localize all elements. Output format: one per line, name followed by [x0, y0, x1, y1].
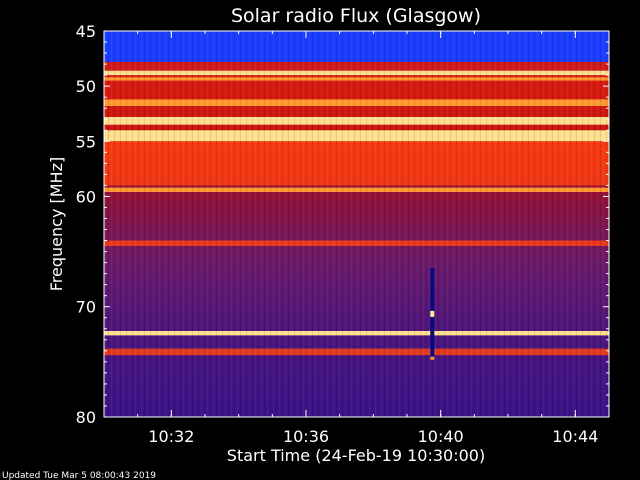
spectrogram-texture [104, 31, 609, 417]
x-tick-label: 10:32 [148, 427, 194, 446]
burst-peak [430, 310, 435, 317]
x-axis: 10:32 10:36 10:40 10:44 [103, 31, 610, 446]
y-tick-label: 50 [76, 77, 96, 96]
y-tick-label: 70 [76, 298, 96, 317]
x-tick-label: 10:36 [283, 427, 329, 446]
y-axis-label: Frequency [MHz] [47, 157, 66, 291]
y-tick-label: 60 [76, 187, 96, 206]
updated-timestamp: Updated Tue Mar 5 08:00:43 2019 [2, 471, 156, 480]
plot-frame [103, 30, 610, 418]
plot-area [104, 31, 609, 417]
chart-title: Solar radio Flux (Glasgow) [231, 5, 481, 27]
y-tick-label: 80 [76, 408, 96, 427]
x-tick-label: 10:44 [552, 427, 598, 446]
y-axis: 45 50 55 60 70 80 [76, 22, 609, 427]
x-tick-label: 10:40 [418, 427, 464, 446]
burst-tail [430, 356, 435, 360]
y-tick-label: 55 [76, 132, 96, 151]
radio-burst [430, 268, 435, 360]
x-axis-label: Start Time (24-Feb-19 10:30:00) [227, 446, 485, 465]
y-tick-label: 45 [76, 22, 96, 41]
